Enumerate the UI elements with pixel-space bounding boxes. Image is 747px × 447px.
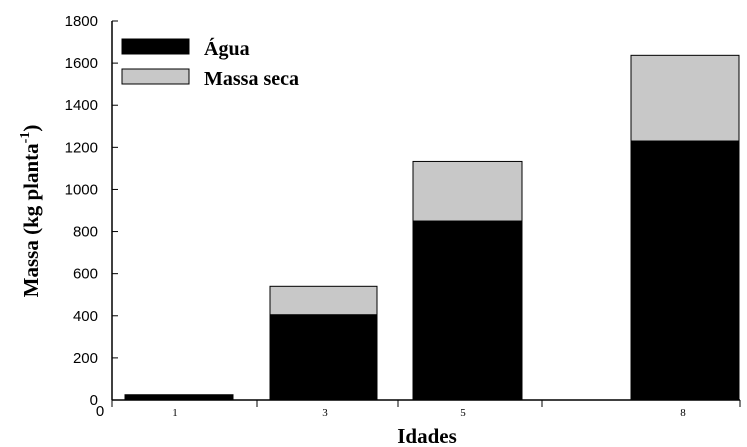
y-axis-title-close: ) bbox=[19, 125, 43, 132]
bar-agua-3 bbox=[269, 314, 378, 401]
bars bbox=[124, 54, 740, 401]
y-tick-label: 1400 bbox=[65, 97, 98, 114]
x-origin-label: 0 bbox=[96, 403, 104, 420]
y-tick-label: 600 bbox=[73, 266, 98, 283]
axes bbox=[111, 21, 740, 401]
legend-label-massa-seca: Massa seca bbox=[204, 68, 299, 90]
y-ticks: 0 200 400 600 800 1000 1200 1400 1600 1800 bbox=[65, 13, 118, 409]
y-tick-label: 400 bbox=[73, 308, 98, 325]
legend-swatch-massa-seca bbox=[121, 68, 190, 85]
bar-massa-seca-5 bbox=[412, 160, 523, 222]
legend-swatch-agua bbox=[121, 38, 190, 55]
legend: Água Massa seca bbox=[121, 37, 299, 90]
y-axis-title: Massa (kg planta-1) bbox=[18, 125, 43, 298]
y-tick-label: 1200 bbox=[65, 139, 98, 156]
bar-massa-seca-8 bbox=[630, 54, 740, 142]
y-tick-label: 1800 bbox=[65, 13, 98, 30]
x-ticks: 1 3 5 8 bbox=[111, 400, 741, 419]
legend-label-agua: Água bbox=[204, 37, 250, 60]
y-axis-title-exponent: -1 bbox=[18, 132, 33, 144]
y-axis-title-main: Massa (kg planta bbox=[19, 143, 43, 298]
bar-agua-1 bbox=[124, 394, 234, 401]
y-tick-label: 200 bbox=[73, 350, 98, 367]
y-tick-label: 1000 bbox=[65, 181, 98, 198]
y-tick-label: 800 bbox=[73, 224, 98, 241]
bar-agua-5 bbox=[412, 220, 523, 401]
bar-massa-seca-3 bbox=[269, 285, 378, 316]
x-tick-label-5: 5 bbox=[460, 407, 466, 419]
bar-agua-8 bbox=[630, 140, 740, 401]
x-tick-label-1: 1 bbox=[172, 407, 178, 419]
y-tick-label: 1600 bbox=[65, 55, 98, 72]
x-tick-label-3: 3 bbox=[322, 407, 328, 419]
x-tick-label-8: 8 bbox=[680, 407, 686, 419]
x-axis-title: Idades bbox=[397, 424, 457, 447]
y-tick-label: 0 bbox=[90, 392, 98, 409]
